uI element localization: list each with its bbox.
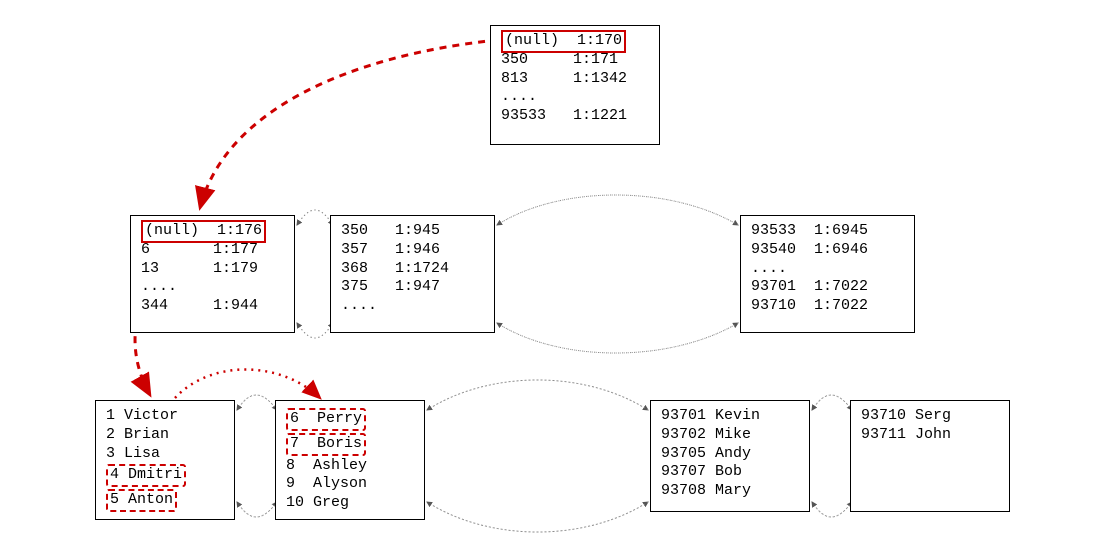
leaf-row: 2 Brian — [106, 426, 224, 445]
leaf-row: 93708 Mary — [661, 482, 799, 501]
range-scan-row: 6 Perry — [286, 408, 366, 431]
range-scan-row: 5 Anton — [106, 489, 177, 512]
node-row: 6 1:177 — [141, 241, 284, 260]
leaf-row: 6 Perry — [286, 407, 414, 432]
range-scan-row: 7 Boris — [286, 433, 366, 456]
leaf-row: 93711 John — [861, 426, 999, 445]
btree-node: 93533 1:694593540 1:6946.... 93701 1:702… — [740, 215, 915, 333]
leaf-node: 6 Perry7 Boris8 Ashley9 Alyson10 Greg — [275, 400, 425, 520]
leaf-row: 10 Greg — [286, 494, 414, 513]
node-row: 93710 1:7022 — [751, 297, 904, 316]
node-row: .... — [501, 88, 649, 107]
btree-node: (null) 1:1766 1:17713 1:179.... 344 1:94… — [130, 215, 295, 333]
highlighted-entry: (null) 1:176 — [141, 220, 266, 243]
leaf-row: 3 Lisa — [106, 445, 224, 464]
leaf-row: 93705 Andy — [661, 445, 799, 464]
node-row: 93533 1:1221 — [501, 107, 649, 126]
node-row: 368 1:1724 — [341, 260, 484, 279]
node-row: (null) 1:170 — [501, 32, 649, 51]
leaf-node: 93701 Kevin93702 Mike93705 Andy93707 Bob… — [650, 400, 810, 512]
node-row: 350 1:171 — [501, 51, 649, 70]
node-row: 93540 1:6946 — [751, 241, 904, 260]
node-row: 93701 1:7022 — [751, 278, 904, 297]
leaf-row: 8 Ashley — [286, 457, 414, 476]
node-row: 357 1:946 — [341, 241, 484, 260]
node-row: (null) 1:176 — [141, 222, 284, 241]
leaf-row: 93707 Bob — [661, 463, 799, 482]
leaf-row: 5 Anton — [106, 488, 224, 513]
node-row: 813 1:1342 — [501, 70, 649, 89]
leaf-row: 93710 Serg — [861, 407, 999, 426]
leaf-node: 93710 Serg93711 John — [850, 400, 1010, 512]
node-row: .... — [341, 297, 484, 316]
node-row: 344 1:944 — [141, 297, 284, 316]
leaf-row: 93702 Mike — [661, 426, 799, 445]
node-row: 93533 1:6945 — [751, 222, 904, 241]
btree-node: 350 1:945357 1:946368 1:1724375 1:947...… — [330, 215, 495, 333]
btree-node: (null) 1:170350 1:171813 1:1342.... 9353… — [490, 25, 660, 145]
highlighted-entry: (null) 1:170 — [501, 30, 626, 53]
leaf-row: 93701 Kevin — [661, 407, 799, 426]
node-row: .... — [751, 260, 904, 279]
node-row: .... — [141, 278, 284, 297]
range-scan-row: 4 Dmitri — [106, 464, 186, 487]
leaf-row: 1 Victor — [106, 407, 224, 426]
leaf-row: 4 Dmitri — [106, 463, 224, 488]
node-row: 13 1:179 — [141, 260, 284, 279]
node-row: 375 1:947 — [341, 278, 484, 297]
leaf-row: 7 Boris — [286, 432, 414, 457]
leaf-node: 1 Victor2 Brian3 Lisa4 Dmitri5 Anton — [95, 400, 235, 520]
leaf-row: 9 Alyson — [286, 475, 414, 494]
node-row: 350 1:945 — [341, 222, 484, 241]
